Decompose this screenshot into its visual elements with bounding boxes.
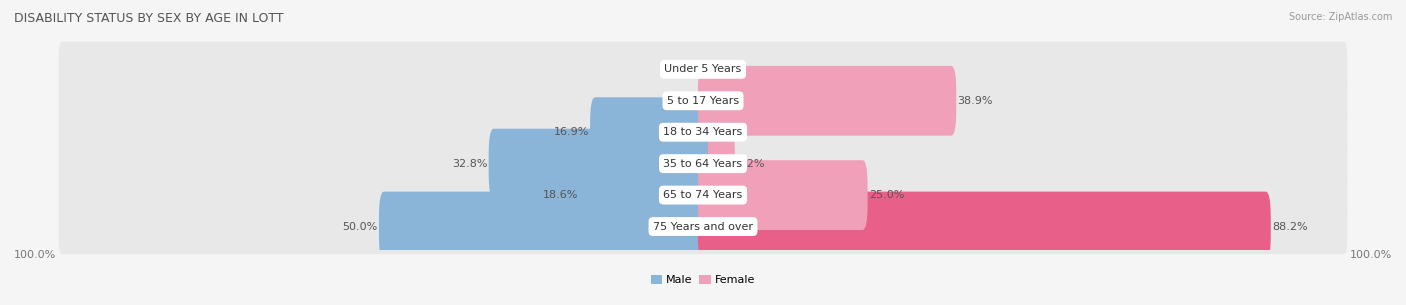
FancyBboxPatch shape	[59, 136, 1347, 191]
Text: Source: ZipAtlas.com: Source: ZipAtlas.com	[1288, 12, 1392, 22]
FancyBboxPatch shape	[579, 160, 709, 230]
Text: 18.6%: 18.6%	[543, 190, 578, 200]
Text: 100.0%: 100.0%	[1350, 250, 1392, 260]
Text: DISABILITY STATUS BY SEX BY AGE IN LOTT: DISABILITY STATUS BY SEX BY AGE IN LOTT	[14, 12, 284, 25]
FancyBboxPatch shape	[697, 129, 735, 199]
Text: 4.2%: 4.2%	[737, 159, 765, 169]
Text: 0.0%: 0.0%	[716, 127, 744, 137]
FancyBboxPatch shape	[697, 66, 956, 136]
Text: 75 Years and over: 75 Years and over	[652, 221, 754, 231]
Text: 35 to 64 Years: 35 to 64 Years	[664, 159, 742, 169]
Text: 65 to 74 Years: 65 to 74 Years	[664, 190, 742, 200]
FancyBboxPatch shape	[59, 199, 1347, 254]
Text: 18 to 34 Years: 18 to 34 Years	[664, 127, 742, 137]
Text: 38.9%: 38.9%	[957, 96, 993, 106]
FancyBboxPatch shape	[697, 160, 868, 230]
Legend: Male, Female: Male, Female	[647, 270, 759, 289]
FancyBboxPatch shape	[591, 97, 709, 167]
FancyBboxPatch shape	[380, 192, 709, 261]
Text: 100.0%: 100.0%	[14, 250, 56, 260]
Text: 25.0%: 25.0%	[869, 190, 904, 200]
FancyBboxPatch shape	[697, 192, 1271, 261]
FancyBboxPatch shape	[59, 73, 1347, 128]
FancyBboxPatch shape	[59, 167, 1347, 223]
FancyBboxPatch shape	[59, 105, 1347, 160]
Text: 0.0%: 0.0%	[662, 96, 690, 106]
Text: 0.0%: 0.0%	[716, 64, 744, 74]
Text: Under 5 Years: Under 5 Years	[665, 64, 741, 74]
Text: 0.0%: 0.0%	[662, 64, 690, 74]
Text: 50.0%: 50.0%	[343, 221, 378, 231]
FancyBboxPatch shape	[59, 42, 1347, 97]
Text: 32.8%: 32.8%	[451, 159, 488, 169]
Text: 5 to 17 Years: 5 to 17 Years	[666, 96, 740, 106]
Text: 88.2%: 88.2%	[1272, 221, 1308, 231]
Text: 16.9%: 16.9%	[554, 127, 589, 137]
FancyBboxPatch shape	[489, 129, 709, 199]
